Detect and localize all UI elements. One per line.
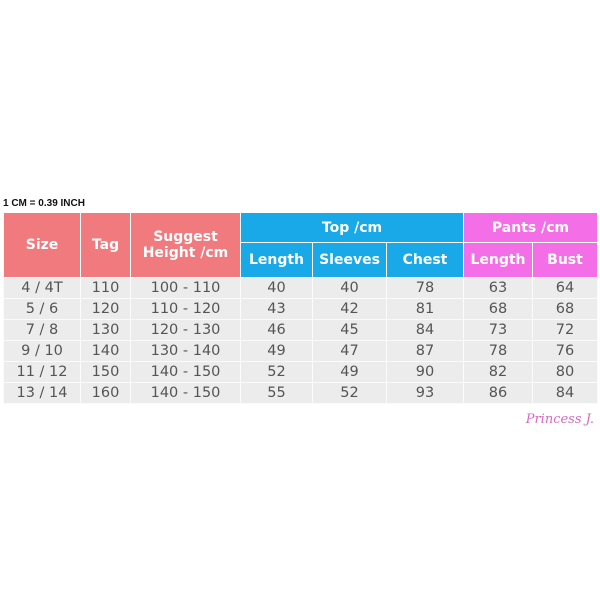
cell-suggest-height: 140 - 150: [130, 361, 241, 383]
cell-chest: 93: [386, 382, 464, 404]
header-top-group: Top /cm: [240, 212, 464, 243]
cell-suggest-height: 130 - 140: [130, 340, 241, 362]
cell-size: 5 / 6: [3, 298, 81, 320]
cell-bust: 72: [531, 319, 599, 341]
cell-tag: 110: [80, 277, 131, 299]
cell-pants-length: 86: [463, 382, 533, 404]
cell-bust: 80: [531, 361, 599, 383]
cell-suggest-height: 110 - 120: [130, 298, 241, 320]
cell-chest: 84: [386, 319, 464, 341]
cell-sleeves: 47: [312, 340, 387, 362]
cell-top-length: 52: [240, 361, 313, 383]
header-bust: Bust: [531, 242, 599, 278]
cell-suggest-height: 140 - 150: [130, 382, 241, 404]
cell-pants-length: 68: [463, 298, 533, 320]
cell-sleeves: 42: [312, 298, 387, 320]
cell-size: 9 / 10: [3, 340, 81, 362]
cell-top-length: 46: [240, 319, 313, 341]
cell-tag: 140: [80, 340, 131, 362]
cell-size: 13 / 14: [3, 382, 81, 404]
cell-top-length: 55: [240, 382, 313, 404]
header-size: Size: [3, 212, 81, 278]
cell-chest: 81: [386, 298, 464, 320]
cell-bust: 64: [531, 277, 599, 299]
cell-bust: 76: [531, 340, 599, 362]
cell-tag: 160: [80, 382, 131, 404]
watermark-logo: Princess J.: [525, 412, 594, 427]
table-row: 7 / 8 130 120 - 130 46 45 84 73 72: [3, 319, 599, 341]
cell-sleeves: 52: [312, 382, 387, 404]
cell-top-length: 40: [240, 277, 313, 299]
header-chest: Chest: [386, 242, 464, 278]
cell-suggest-height: 120 - 130: [130, 319, 241, 341]
cell-pants-length: 82: [463, 361, 533, 383]
header-suggest-height: Suggest Height /cm: [130, 212, 241, 278]
cell-chest: 90: [386, 361, 464, 383]
cell-sleeves: 49: [312, 361, 387, 383]
cell-size: 4 / 4T: [3, 277, 81, 299]
cell-tag: 130: [80, 319, 131, 341]
cell-top-length: 49: [240, 340, 313, 362]
cell-chest: 78: [386, 277, 464, 299]
table-body: 4 / 4T 110 100 - 110 40 40 78 63 64 5 / 6 120 110 …: [3, 277, 599, 404]
cell-tag: 120: [80, 298, 131, 320]
cell-tag: 150: [80, 361, 131, 383]
cell-bust: 84: [531, 382, 599, 404]
cell-suggest-height: 100 - 110: [130, 277, 241, 299]
header-pants-group: Pants /cm: [462, 212, 599, 243]
cell-size: 7 / 8: [3, 319, 81, 341]
cell-pants-length: 73: [463, 319, 533, 341]
table-row: 9 / 10 140 130 - 140 49 47 87 78 76: [3, 340, 599, 362]
header-pants-length: Length: [463, 242, 533, 278]
header-top-length: Length: [240, 242, 313, 278]
cell-pants-length: 78: [463, 340, 533, 362]
cell-chest: 87: [386, 340, 464, 362]
cell-pants-length: 63: [463, 277, 533, 299]
size-chart-table: Size Tag Suggest Height /cm Top /cm Pant…: [3, 212, 599, 404]
header-tag: Tag: [80, 212, 131, 278]
cell-sleeves: 45: [312, 319, 387, 341]
header-sleeves: Sleeves: [312, 242, 387, 278]
unit-conversion-note: 1 CM = 0.39 INCH: [3, 198, 85, 209]
cell-sleeves: 40: [312, 277, 387, 299]
table-row: 4 / 4T 110 100 - 110 40 40 78 63 64: [3, 277, 599, 299]
table-row: 5 / 6 120 110 - 120 43 42 81 68 68: [3, 298, 599, 320]
cell-bust: 68: [531, 298, 599, 320]
cell-top-length: 43: [240, 298, 313, 320]
cell-size: 11 / 12: [3, 361, 81, 383]
table-row: 11 / 12 150 140 - 150 52 49 90 82 80: [3, 361, 599, 383]
table-row: 13 / 14 160 140 - 150 55 52 93 86 84: [3, 382, 599, 404]
